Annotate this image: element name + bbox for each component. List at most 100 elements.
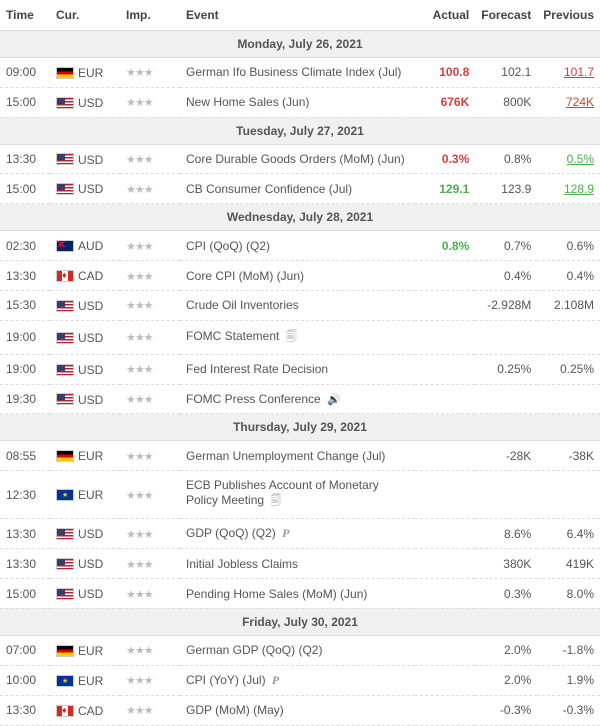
- cell-actual: [415, 695, 475, 725]
- cell-previous: -38K: [537, 441, 600, 471]
- cell-importance: ★★★: [120, 519, 180, 549]
- cell-actual: 129.1: [415, 174, 475, 204]
- cell-currency: EUR: [50, 441, 120, 471]
- event-row[interactable]: 13:30USD★★★Core Durable Goods Orders (Mo…: [0, 144, 600, 174]
- cell-forecast: 0.4%: [475, 261, 537, 291]
- cell-currency: USD: [50, 290, 120, 320]
- cell-forecast: -0.3%: [475, 695, 537, 725]
- cell-forecast: [475, 384, 537, 414]
- event-row[interactable]: 19:30USD★★★FOMC Press Conference 🔊: [0, 384, 600, 414]
- event-row[interactable]: 19:00USD★★★FOMC Statement 🗐: [0, 320, 600, 354]
- cell-event[interactable]: ECB Publishes Account of Monetary Policy…: [180, 471, 415, 519]
- cell-event[interactable]: Fed Interest Rate Decision: [180, 354, 415, 384]
- star-icon: ★★★: [126, 300, 153, 312]
- cell-event[interactable]: CB Consumer Confidence (Jul): [180, 174, 415, 204]
- event-row[interactable]: 07:00EUR★★★German GDP (QoQ) (Q2)2.0%-1.8…: [0, 635, 600, 665]
- event-row[interactable]: 15:00USD★★★New Home Sales (Jun)676K800K7…: [0, 87, 600, 117]
- event-row[interactable]: 10:00EUR★★★CPI (YoY) (Jul) P2.0%1.9%: [0, 665, 600, 695]
- star-icon: ★★★: [126, 559, 153, 571]
- event-row[interactable]: 15:00USD★★★CB Consumer Confidence (Jul)1…: [0, 174, 600, 204]
- cell-actual: [415, 519, 475, 549]
- flag-aud-icon: [56, 240, 74, 252]
- cell-event[interactable]: German Unemployment Change (Jul): [180, 441, 415, 471]
- cell-event[interactable]: GDP (QoQ) (Q2) P: [180, 519, 415, 549]
- economic-calendar-table: Time Cur. Imp. Event Actual Forecast Pre…: [0, 0, 600, 726]
- cell-event[interactable]: Core CPI (MoM) (Jun): [180, 261, 415, 291]
- flag-usd-icon: [56, 558, 74, 570]
- header-actual[interactable]: Actual: [415, 0, 475, 31]
- cell-event[interactable]: Core Durable Goods Orders (MoM) (Jun): [180, 144, 415, 174]
- cell-event[interactable]: German Ifo Business Climate Index (Jul): [180, 58, 415, 88]
- flag-usd-icon: [56, 588, 74, 600]
- star-icon: ★★★: [126, 271, 153, 283]
- flag-eu-icon: [56, 675, 74, 687]
- cell-event[interactable]: FOMC Statement 🗐: [180, 320, 415, 354]
- event-row[interactable]: 13:30♦CAD★★★Core CPI (MoM) (Jun)0.4%0.4%: [0, 261, 600, 291]
- event-row[interactable]: 08:55EUR★★★German Unemployment Change (J…: [0, 441, 600, 471]
- cell-actual: [415, 549, 475, 579]
- day-header-label: Friday, July 30, 2021: [0, 608, 600, 635]
- event-row[interactable]: 02:30AUD★★★CPI (QoQ) (Q2)0.8%0.7%0.6%: [0, 231, 600, 261]
- cell-actual: [415, 261, 475, 291]
- event-row[interactable]: 15:30USD★★★Crude Oil Inventories-2.928M2…: [0, 290, 600, 320]
- day-header-label: Monday, July 26, 2021: [0, 31, 600, 58]
- cell-currency: EUR: [50, 58, 120, 88]
- cell-event[interactable]: CPI (QoQ) (Q2): [180, 231, 415, 261]
- cell-event[interactable]: Initial Jobless Claims: [180, 549, 415, 579]
- day-header-row: Thursday, July 29, 2021: [0, 414, 600, 441]
- preliminary-icon: P: [272, 673, 279, 687]
- cell-importance: ★★★: [120, 471, 180, 519]
- cell-time: 19:00: [0, 354, 50, 384]
- flag-usd-icon: [56, 393, 74, 405]
- header-time[interactable]: Time: [0, 0, 50, 31]
- header-event[interactable]: Event: [180, 0, 415, 31]
- day-header-label: Tuesday, July 27, 2021: [0, 117, 600, 144]
- cell-event[interactable]: Pending Home Sales (MoM) (Jun): [180, 579, 415, 609]
- event-row[interactable]: 13:30USD★★★Initial Jobless Claims380K419…: [0, 549, 600, 579]
- cell-event[interactable]: GDP (MoM) (May): [180, 695, 415, 725]
- star-icon: ★★★: [126, 589, 153, 601]
- star-icon: ★★★: [126, 97, 153, 109]
- cell-forecast: -28K: [475, 441, 537, 471]
- cell-previous: 0.4%: [537, 261, 600, 291]
- cell-currency: USD: [50, 549, 120, 579]
- cell-currency: USD: [50, 320, 120, 354]
- cell-previous: 101.7: [537, 58, 600, 88]
- cell-previous: 0.6%: [537, 231, 600, 261]
- cell-currency: USD: [50, 87, 120, 117]
- event-row[interactable]: 15:00USD★★★Pending Home Sales (MoM) (Jun…: [0, 579, 600, 609]
- cell-event[interactable]: CPI (YoY) (Jul) P: [180, 665, 415, 695]
- cell-currency: USD: [50, 144, 120, 174]
- header-previous[interactable]: Previous: [537, 0, 600, 31]
- star-icon: ★★★: [126, 332, 153, 344]
- cell-event[interactable]: Crude Oil Inventories: [180, 290, 415, 320]
- cell-event[interactable]: New Home Sales (Jun): [180, 87, 415, 117]
- document-icon: 🗐: [270, 495, 281, 507]
- cell-currency: AUD: [50, 231, 120, 261]
- star-icon: ★★★: [126, 154, 153, 166]
- cell-previous: [537, 384, 600, 414]
- day-header-row: Monday, July 26, 2021: [0, 31, 600, 58]
- cell-event[interactable]: FOMC Press Conference 🔊: [180, 384, 415, 414]
- star-icon: ★★★: [126, 645, 153, 657]
- cell-currency: ♦CAD: [50, 695, 120, 725]
- cell-currency: USD: [50, 579, 120, 609]
- star-icon: ★★★: [126, 490, 153, 502]
- event-row[interactable]: 19:00USD★★★Fed Interest Rate Decision0.2…: [0, 354, 600, 384]
- header-forecast[interactable]: Forecast: [475, 0, 537, 31]
- flag-usd-icon: [56, 300, 74, 312]
- cell-time: 13:30: [0, 261, 50, 291]
- cell-event[interactable]: German GDP (QoQ) (Q2): [180, 635, 415, 665]
- cell-previous: [537, 320, 600, 354]
- event-row[interactable]: 13:30USD★★★GDP (QoQ) (Q2) P8.6%6.4%: [0, 519, 600, 549]
- header-imp[interactable]: Imp.: [120, 0, 180, 31]
- star-icon: ★★★: [126, 241, 153, 253]
- header-cur[interactable]: Cur.: [50, 0, 120, 31]
- cell-forecast: [475, 320, 537, 354]
- event-row[interactable]: 12:30EUR★★★ECB Publishes Account of Mone…: [0, 471, 600, 519]
- event-row[interactable]: 13:30♦CAD★★★GDP (MoM) (May)-0.3%-0.3%: [0, 695, 600, 725]
- cell-actual: 0.8%: [415, 231, 475, 261]
- event-row[interactable]: 09:00EUR★★★German Ifo Business Climate I…: [0, 58, 600, 88]
- star-icon: ★★★: [126, 184, 153, 196]
- cell-currency: USD: [50, 384, 120, 414]
